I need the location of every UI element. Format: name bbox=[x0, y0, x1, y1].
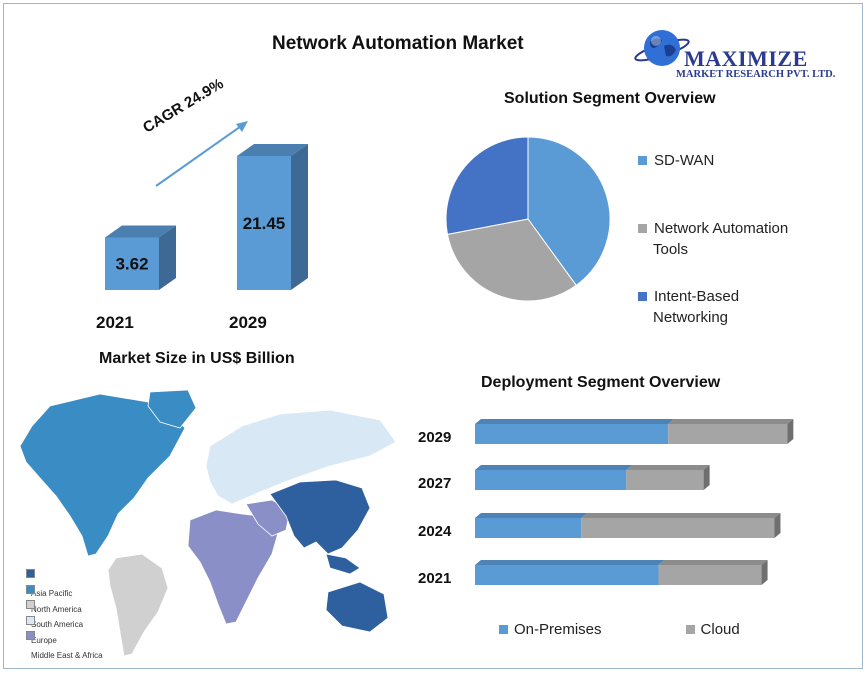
deployment-bar-on-premises bbox=[475, 518, 582, 538]
map-legend-swatch bbox=[26, 584, 35, 594]
map-legend-label: Asia Pacific bbox=[31, 589, 73, 598]
map-legend-item: Middle East & Africa bbox=[26, 627, 103, 663]
map-middle-east bbox=[245, 499, 291, 537]
map-australia bbox=[325, 581, 389, 633]
map-legend-swatch bbox=[26, 569, 35, 578]
cagr-arrow bbox=[155, 121, 248, 187]
map-legend-label: Europe bbox=[31, 635, 57, 645]
map-legend-swatch bbox=[26, 615, 35, 625]
logo-name: MAXIMIZE bbox=[684, 46, 808, 71]
deployment-bar-top bbox=[581, 513, 781, 518]
deployment-bar-top bbox=[658, 560, 768, 565]
deployment-legend-item: Cloud bbox=[685, 619, 740, 640]
deployment-bar-cloud bbox=[658, 565, 762, 585]
pie-slice-sd-wan bbox=[527, 136, 611, 287]
deployment-bar-side bbox=[761, 560, 768, 585]
map-legend-item: Asia Pacific bbox=[26, 565, 72, 601]
map-legend-item: North America bbox=[26, 581, 82, 617]
deployment-legend-label: On-Premises bbox=[514, 621, 602, 638]
deployment-bar-top bbox=[626, 465, 710, 470]
deployment-bar-on-premises bbox=[475, 470, 627, 490]
pie-legend-label: Tools bbox=[653, 241, 689, 258]
map-legend-label: Middle East & Africa bbox=[31, 651, 103, 660]
map-legend-label: North America bbox=[31, 604, 82, 614]
deployment-bar-cloud bbox=[581, 518, 775, 538]
map-europe bbox=[205, 409, 397, 505]
pie-slice-intent-based-networking bbox=[445, 136, 529, 235]
deployment-bar-top bbox=[475, 419, 675, 424]
map-legend-swatch bbox=[26, 600, 35, 609]
pie-legend-label: Intent-Based bbox=[654, 288, 740, 305]
logo-subtitle: MARKET RESEARCH PVT. LTD. bbox=[676, 69, 836, 80]
map-greenland bbox=[147, 389, 197, 429]
map-legend-label: South America bbox=[31, 620, 84, 629]
world-map bbox=[19, 389, 397, 657]
deployment-bar-side bbox=[787, 419, 794, 444]
deployment-legend-swatch bbox=[499, 625, 508, 634]
market-bar-top bbox=[105, 225, 176, 238]
deployment-legend-item: On-Premises bbox=[499, 619, 602, 640]
market-bar-top bbox=[237, 144, 308, 156]
map-southeast-asia bbox=[325, 553, 361, 575]
market-bar-side bbox=[159, 225, 176, 290]
deployment-year-label: 2029 bbox=[418, 429, 451, 446]
map-africa bbox=[187, 509, 281, 625]
deployment-legend-label: Cloud bbox=[700, 621, 740, 638]
solution-segment-title: Solution Segment Overview bbox=[504, 90, 716, 107]
pie-legend-swatch bbox=[638, 292, 647, 301]
deployment-bar-on-premises bbox=[475, 565, 659, 585]
market-size-title: Market Size in US$ Billion bbox=[99, 350, 295, 367]
market-bar-value-label: 3.62 bbox=[115, 255, 148, 274]
market-bar bbox=[105, 237, 159, 290]
deployment-bar-top bbox=[475, 560, 665, 565]
map-legend-swatch bbox=[26, 631, 35, 640]
deployment-bar-top bbox=[475, 465, 633, 470]
infographic-frame: Network Automation Market MAXIMIZE MARKE… bbox=[3, 3, 863, 669]
deployment-bar-cloud bbox=[626, 470, 704, 490]
deployment-year-label: 2024 bbox=[418, 523, 452, 540]
pie-legend-label: SD-WAN bbox=[654, 152, 715, 169]
deployment-legend: On-Premises Cloud bbox=[499, 619, 740, 640]
pie-legend-swatch bbox=[638, 156, 647, 165]
map-south-america bbox=[107, 553, 169, 657]
map-asia bbox=[269, 479, 371, 555]
deployment-year-label: 2027 bbox=[418, 475, 451, 492]
deployment-year-label: 2021 bbox=[418, 570, 451, 587]
deployment-bar-top bbox=[668, 419, 794, 424]
logo-globe-icon bbox=[632, 26, 692, 74]
deployment-bar-side bbox=[703, 465, 710, 490]
deployment-bar-top bbox=[475, 513, 588, 518]
market-bar-side bbox=[291, 144, 308, 290]
deployment-bar-chart: 2029 2027 2024 2021 bbox=[418, 419, 794, 587]
deployment-segment-title: Deployment Segment Overview bbox=[481, 374, 721, 391]
pie-legend-swatch bbox=[638, 224, 647, 233]
market-size-chart: 3.62 21.45 bbox=[105, 121, 308, 290]
year-label-2021: 2021 bbox=[96, 313, 134, 332]
map-north-america bbox=[19, 393, 186, 557]
deployment-bar-cloud bbox=[668, 424, 788, 444]
year-label-2029: 2029 bbox=[229, 313, 267, 332]
market-bar bbox=[237, 156, 291, 290]
deployment-bar-on-premises bbox=[475, 424, 669, 444]
deployment-legend-swatch bbox=[685, 625, 695, 634]
pie-legend-label: Networking bbox=[653, 309, 729, 326]
map-legend-item: Europe bbox=[26, 612, 57, 648]
market-bar-value-label: 21.45 bbox=[243, 214, 286, 233]
pie-legend-label: Network Automation bbox=[654, 220, 789, 237]
solution-pie-chart bbox=[445, 136, 611, 302]
deployment-bar-side bbox=[774, 513, 781, 538]
map-legend-item: South America bbox=[26, 596, 83, 632]
pie-slice-network-automation-tools bbox=[446, 218, 577, 302]
page-title: Network Automation Market bbox=[272, 33, 524, 54]
